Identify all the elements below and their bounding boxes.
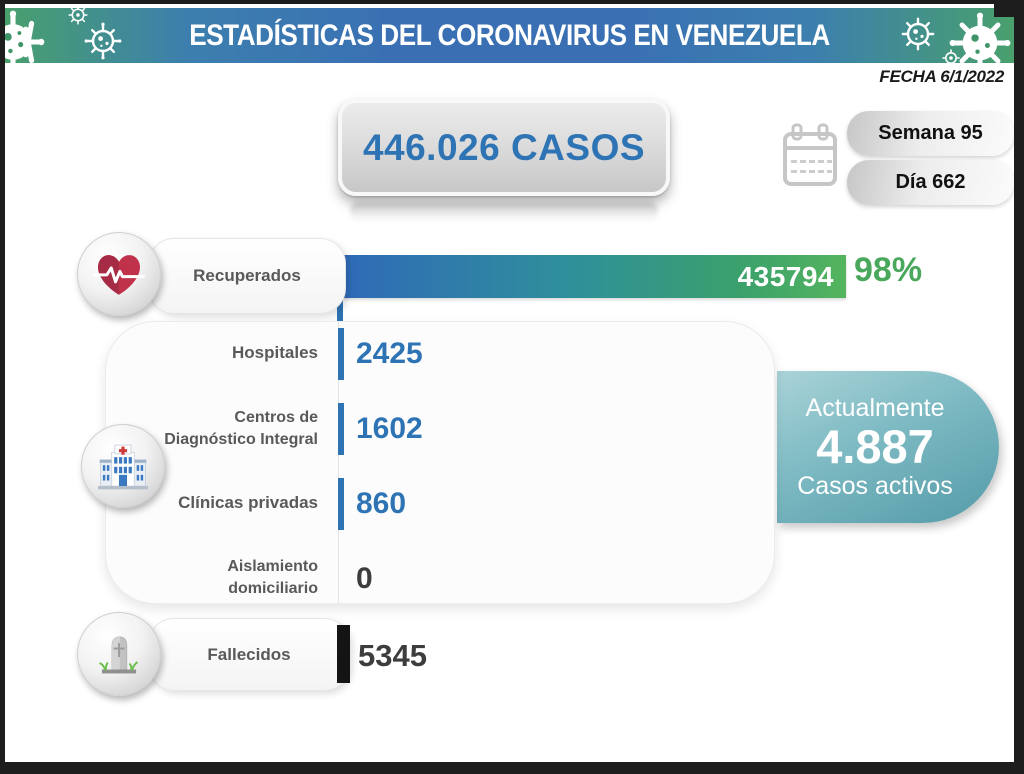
- virus-icon: [68, 8, 88, 25]
- recovered-value: 435794: [737, 260, 834, 292]
- active-subtitle: Casos activos: [797, 472, 953, 500]
- recovered-label: Recuperados: [193, 266, 301, 285]
- page-title: ESTADÍSTICAS DEL CORONAVIRUS EN VENEZUEL…: [189, 19, 830, 52]
- hospital-badge: [81, 424, 165, 508]
- deceased-label-box: Fallecidos: [148, 618, 350, 691]
- row-label-aislamiento: Aislamiento domiciliario: [227, 558, 318, 597]
- header-banner: ESTADÍSTICAS DEL CORONAVIRUS EN VENEZUEL…: [5, 8, 1014, 63]
- clinicas-value: 860: [356, 487, 407, 520]
- heart-icon: [93, 255, 145, 295]
- active-cases-capsule: Actualmente 4.887 Casos activos: [777, 371, 999, 523]
- tombstone-icon: [99, 636, 138, 674]
- virus-icon: [84, 22, 122, 60]
- active-title: Actualmente: [805, 394, 945, 422]
- recovered-percent: 98%: [854, 251, 923, 289]
- row-label-clinicas: Clínicas privadas: [178, 493, 318, 512]
- total-cases-box: 446.026 CASOS: [338, 99, 670, 196]
- axis-line: [338, 322, 339, 603]
- day-label: Día 662: [895, 171, 966, 193]
- active-value: 4.887: [816, 420, 934, 473]
- total-cases-value: 446.026 CASOS: [362, 126, 646, 168]
- breakdown-panel: Hospitales 2425 Centros de Diagnóstico I…: [105, 321, 775, 604]
- virus-icon: [942, 49, 960, 63]
- date-label: FECHA 6/1/2022: [879, 67, 1004, 86]
- aislamiento-value: 0: [356, 562, 373, 595]
- day-pill: Día 662: [847, 160, 1014, 205]
- virus-icon: [5, 10, 45, 63]
- week-pill: Semana 95: [847, 111, 1014, 156]
- deceased-value: 5345: [358, 638, 427, 673]
- cdi-bar: [338, 403, 344, 455]
- cdi-value: 1602: [356, 412, 423, 445]
- window-corner-notch: [994, 4, 1014, 17]
- clinicas-bar: [338, 478, 344, 530]
- recovered-bar: 435794: [341, 255, 846, 298]
- total-cases-reflection: [350, 202, 658, 222]
- hospitales-bar-stub: [337, 300, 343, 324]
- row-label-cdi: Centros de Diagnóstico Integral: [164, 409, 318, 448]
- calendar-icon: [783, 123, 837, 186]
- deceased-bar: [337, 625, 350, 683]
- deceased-label: Fallecidos: [207, 644, 291, 664]
- recovered-label-box: Recuperados: [148, 238, 346, 314]
- week-label: Semana 95: [878, 122, 983, 144]
- hospitales-bar: [338, 328, 344, 380]
- deceased-badge: [77, 612, 161, 696]
- page-background: ESTADÍSTICAS DEL CORONAVIRUS EN VENEZUEL…: [5, 4, 1014, 762]
- hospitales-value: 2425: [356, 337, 423, 370]
- recovered-badge: [77, 232, 161, 316]
- virus-icon: [949, 12, 1011, 63]
- virus-icon: [901, 17, 935, 51]
- row-label-hospitales: Hospitales: [232, 343, 318, 362]
- hospital-icon: [98, 444, 148, 490]
